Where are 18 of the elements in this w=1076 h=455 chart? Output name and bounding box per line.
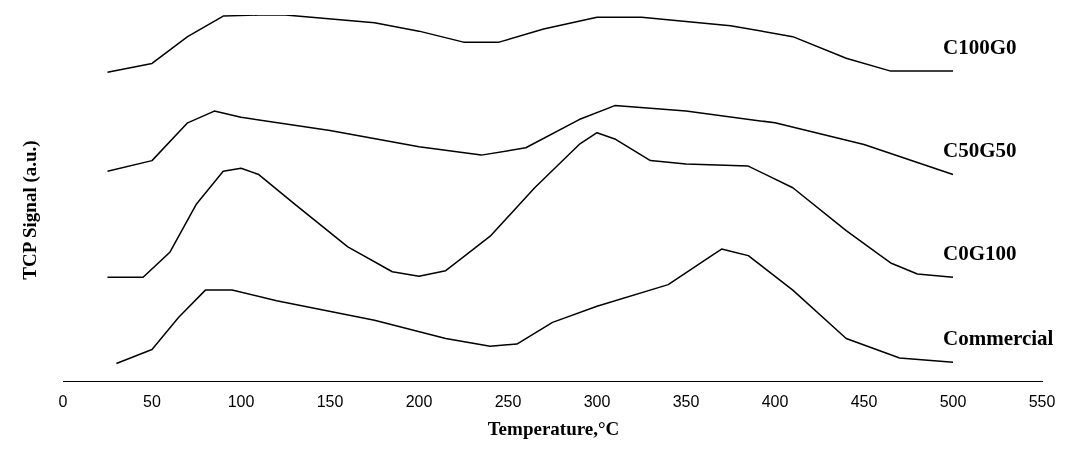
x-axis-title: Temperature,°C — [486, 418, 621, 440]
series-label: C50G50 — [943, 138, 1017, 163]
series-label: C0G100 — [943, 241, 1017, 266]
x-tick-label: 500 — [939, 392, 967, 410]
x-tick-label: 450 — [850, 392, 878, 410]
x-tick-label: 100 — [227, 392, 255, 410]
x-tick-label: 300 — [583, 392, 611, 410]
x-tick-label: 400 — [761, 392, 789, 410]
x-tick-label: 150 — [316, 392, 344, 410]
x-tick-label: 250 — [494, 392, 522, 410]
series-label: C100G0 — [943, 35, 1017, 60]
x-tick-label: 0 — [58, 392, 68, 410]
x-tick-label: 350 — [672, 392, 700, 410]
x-tick-label: 50 — [143, 392, 161, 410]
series-label: Commercial — [943, 326, 1054, 351]
x-tick-label: 550 — [1028, 392, 1056, 410]
y-axis-title: TCP Signal (a.u.) — [19, 140, 41, 280]
x-tick-label: 200 — [405, 392, 433, 410]
